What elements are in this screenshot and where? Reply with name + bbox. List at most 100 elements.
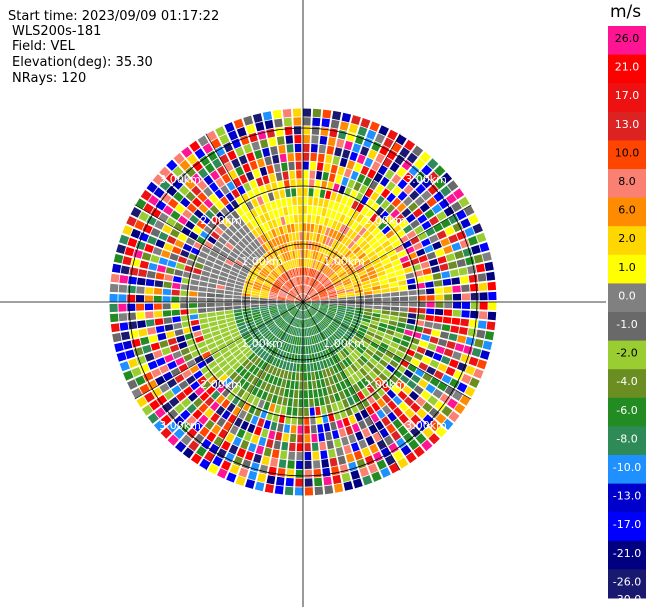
- velocity-gate: [303, 108, 312, 117]
- velocity-gate: [403, 184, 414, 195]
- velocity-gate: [319, 216, 325, 225]
- velocity-gate: [257, 274, 266, 280]
- velocity-gate: [275, 246, 281, 255]
- velocity-gate: [300, 302, 303, 310]
- velocity-gate: [364, 334, 374, 341]
- velocity-gate: [260, 381, 268, 390]
- velocity-gate: [429, 258, 439, 267]
- velocity-gate: [279, 291, 287, 296]
- velocity-gate: [153, 420, 166, 432]
- velocity-gate: [424, 209, 435, 219]
- velocity-gate: [284, 233, 290, 243]
- velocity-gate: [242, 264, 251, 272]
- velocity-gate: [380, 314, 390, 320]
- velocity-gate: [347, 396, 355, 406]
- velocity-gate: [217, 342, 227, 351]
- velocity-gate: [306, 286, 311, 295]
- velocity-gate: [396, 274, 406, 281]
- velocity-gate: [432, 352, 443, 362]
- velocity-gate: [300, 302, 303, 310]
- velocity-gate: [138, 328, 148, 337]
- velocity-gate: [254, 346, 262, 354]
- velocity-gate: [341, 176, 349, 187]
- velocity-gate: [171, 309, 180, 316]
- velocity-gate: [245, 124, 256, 134]
- velocity-gate: [257, 130, 267, 140]
- velocity-gate: [358, 343, 367, 351]
- velocity-gate: [318, 198, 324, 207]
- velocity-gate: [305, 276, 309, 285]
- velocity-gate: [453, 188, 465, 200]
- velocity-gate: [267, 251, 274, 260]
- velocity-gate: [225, 432, 235, 443]
- velocity-gate: [312, 269, 317, 278]
- velocity-gate: [285, 271, 291, 280]
- velocity-gate: [279, 450, 288, 460]
- velocity-gate: [412, 208, 423, 218]
- velocity-gate: [145, 319, 155, 327]
- velocity-gate: [173, 322, 183, 330]
- velocity-gate: [322, 265, 329, 274]
- velocity-gate: [452, 309, 461, 317]
- velocity-gate: [304, 285, 307, 294]
- velocity-gate: [297, 285, 301, 294]
- velocity-gate: [294, 354, 298, 363]
- velocity-gate: [294, 336, 298, 345]
- velocity-gate: [365, 209, 374, 219]
- velocity-gate: [375, 231, 384, 241]
- velocity-gate: [180, 309, 189, 315]
- velocity-gate: [178, 341, 188, 350]
- velocity-gate: [322, 369, 328, 378]
- velocity-gate: [309, 354, 313, 363]
- velocity-gate: [303, 302, 310, 308]
- velocity-gate: [453, 302, 462, 309]
- velocity-gate: [379, 427, 390, 439]
- velocity-gate: [233, 291, 242, 296]
- velocity-gate: [309, 318, 314, 326]
- velocity-gate: [175, 203, 186, 214]
- velocity-gate: [309, 308, 315, 315]
- velocity-gate: [421, 177, 433, 189]
- velocity-gate: [330, 210, 337, 220]
- velocity-gate: [256, 389, 264, 399]
- velocity-gate: [366, 129, 377, 140]
- velocity-gate: [337, 352, 345, 361]
- velocity-gate: [307, 250, 311, 259]
- velocity-gate: [385, 204, 396, 214]
- velocity-gate: [303, 232, 306, 241]
- velocity-gate: [236, 321, 246, 327]
- velocity-gate: [255, 378, 263, 388]
- velocity-gate: [449, 269, 459, 277]
- velocity-gate: [178, 380, 189, 390]
- velocity-gate: [327, 311, 336, 316]
- velocity-gate: [260, 307, 269, 311]
- velocity-gate: [405, 324, 415, 331]
- velocity-gate: [252, 168, 261, 179]
- velocity-gate: [414, 158, 426, 170]
- velocity-gate: [259, 257, 268, 265]
- velocity-gate: [317, 343, 322, 352]
- velocity-gate: [445, 366, 456, 377]
- velocity-gate: [263, 401, 271, 411]
- velocity-gate: [226, 472, 237, 483]
- velocity-gate: [295, 469, 303, 478]
- velocity-gate: [378, 125, 389, 136]
- velocity-gate: [335, 193, 343, 203]
- velocity-gate: [306, 232, 310, 241]
- velocity-gate: [435, 413, 447, 425]
- velocity-gate: [350, 274, 359, 280]
- velocity-gate: [378, 275, 388, 281]
- velocity-gate: [321, 226, 327, 235]
- velocity-gate: [359, 240, 368, 249]
- velocity-gate: [304, 399, 309, 408]
- velocity-gate: [345, 425, 354, 436]
- velocity-gate: [304, 310, 308, 319]
- velocity-gate: [482, 340, 493, 351]
- velocity-gate: [239, 270, 248, 277]
- velocity-gate: [336, 254, 344, 263]
- velocity-gate: [329, 296, 338, 299]
- velocity-gate: [153, 349, 163, 359]
- velocity-gate: [217, 254, 227, 262]
- velocity-gate: [198, 313, 207, 319]
- velocity-gate: [335, 231, 342, 241]
